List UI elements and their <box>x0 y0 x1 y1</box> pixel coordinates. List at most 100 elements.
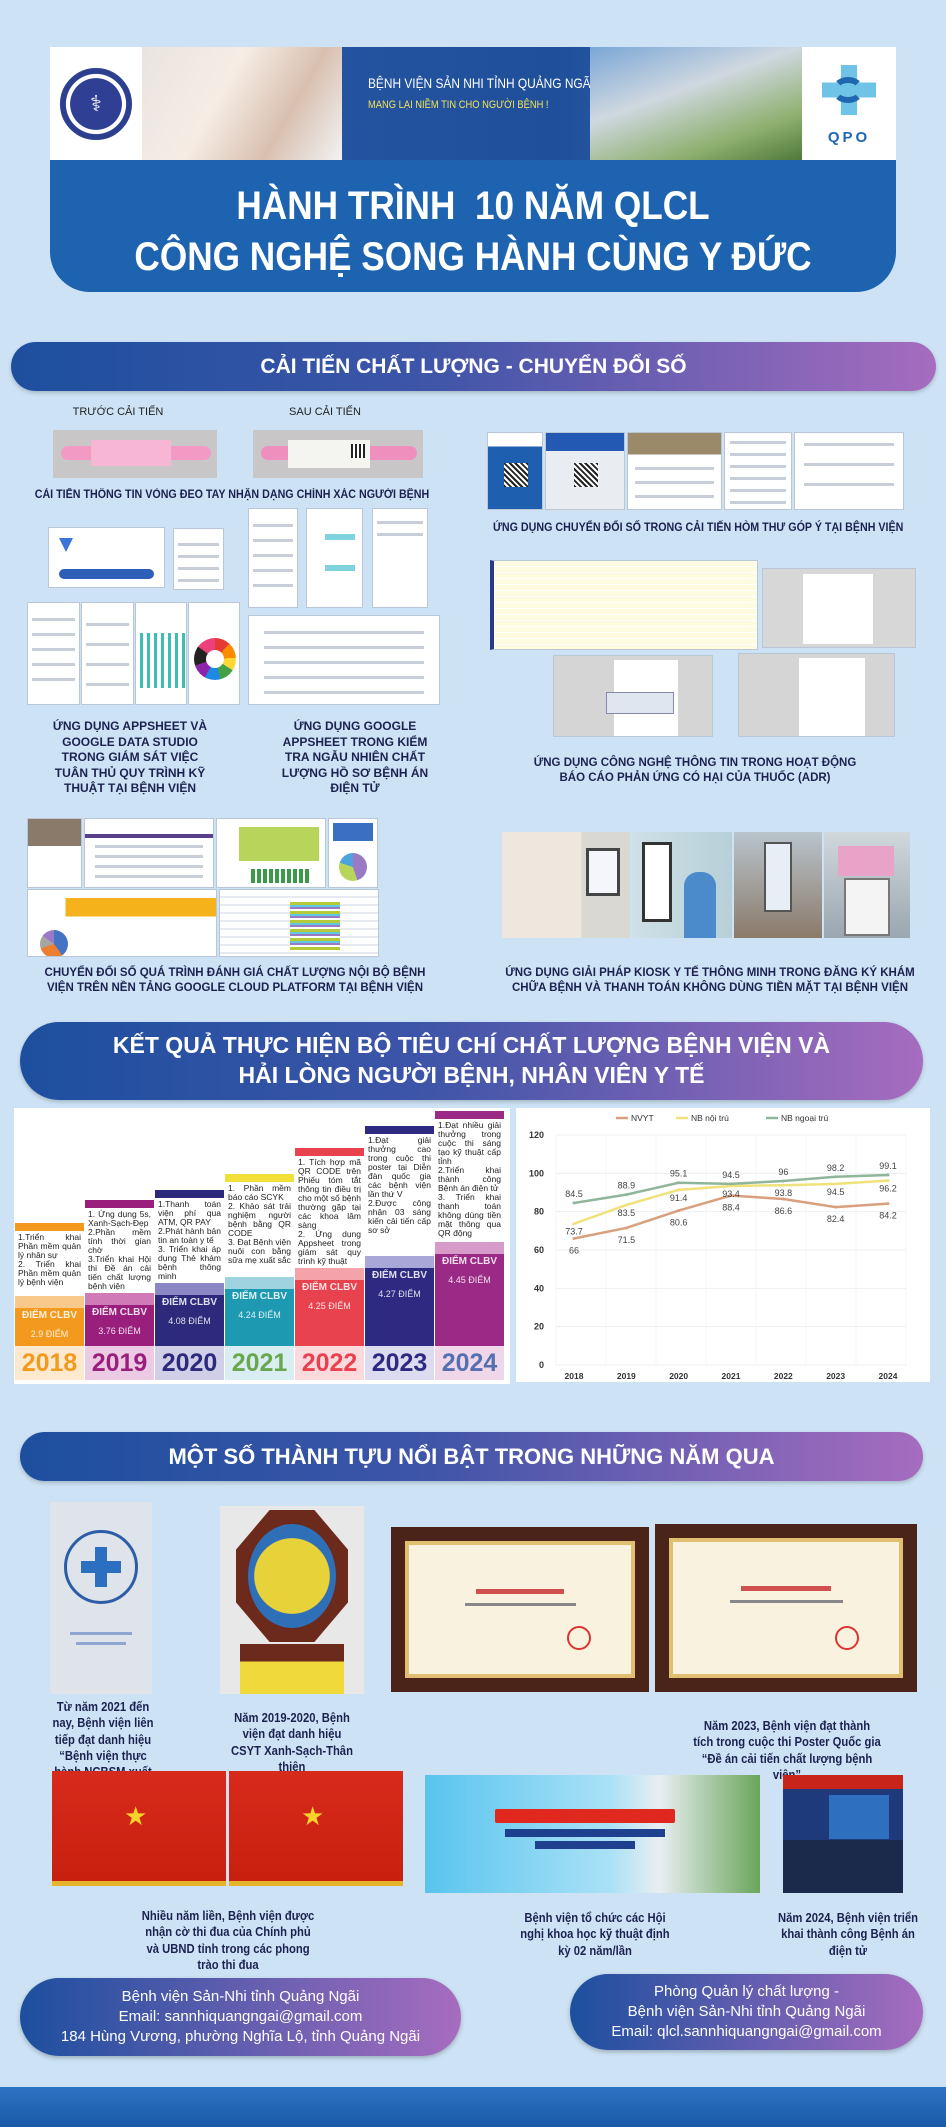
score-label: ĐIỂM CLBV <box>232 1291 287 1302</box>
timeline-score-box: ĐIỂM CLBV 4.45 ĐIỂM <box>435 1242 504 1346</box>
legend-entry: NVYT <box>631 1113 654 1123</box>
kiosk-photo-1 <box>502 832 630 938</box>
legend-entry: NB nội trú <box>691 1113 729 1123</box>
adr-spreadsheet-screenshot <box>490 560 758 650</box>
data-label: 94.5 <box>722 1170 740 1180</box>
timeline-milestones: 1.Triển khai Phần mềm quản lý nhân sự 2.… <box>15 1231 84 1296</box>
gcp-caption: CHUYỂN ĐỔI SỐ QUÁ TRÌNH ĐÁNH GIÁ CHẤT LƯ… <box>44 967 426 994</box>
x-tick-label: 2018 <box>565 1371 584 1381</box>
timeline-milestones: 1.Thanh toán viện phí qua ATM, QR PAY 2.… <box>155 1198 224 1283</box>
satisfaction-line-chart: 0 20 40 60 80 100 120 2018 2019 2020 2021 2022 2023 2… <box>529 1113 907 1381</box>
records-detail-screenshot <box>248 615 440 705</box>
score-value: 4.24 ĐIỂM <box>238 1310 281 1320</box>
hospital-building-photo <box>590 47 802 160</box>
timeline-bar <box>85 1200 154 1208</box>
score-label: ĐIỂM CLBV <box>302 1282 357 1293</box>
data-point <box>729 1182 733 1186</box>
data-label: 84.5 <box>565 1189 583 1199</box>
gcp-website-screenshot <box>27 818 82 888</box>
data-label: 93.8 <box>775 1188 793 1198</box>
data-label: 91.4 <box>670 1193 688 1203</box>
timeline-year-label: 2024 <box>435 1346 504 1380</box>
feedback-form-screenshot-3 <box>794 432 904 510</box>
y-tick-label: 20 <box>534 1322 544 1332</box>
section-heading-achievements: MỘT SỐ THÀNH TỰU NỔI BẬT TRONG NHỮNG NĂM… <box>20 1432 923 1481</box>
hospital-email[interactable]: Email: sannhiquangngai@gmail.com <box>118 2007 363 2025</box>
timeline-year-2022: 1. Tích hợp mã QR CODE trên Phiếu tóm tắ… <box>295 1108 364 1384</box>
score-label: ĐIỂM CLBV <box>92 1307 147 1318</box>
after-label: SAU CẢI TIẾN <box>289 406 361 418</box>
adr-dialog-screenshot <box>762 568 916 648</box>
section-heading-improvement: CẢI TIẾN CHẤT LƯỢNG - CHUYỂN ĐỔI SỐ <box>11 342 936 391</box>
hospital-name: BỆNH VIỆN SẢN NHI TỈNH QUẢNG NGÃI <box>368 75 594 91</box>
qpo-logo: QPO <box>802 47 896 160</box>
records-checklist-screenshot <box>248 508 298 608</box>
gcp-bar-charts-screenshot <box>219 889 379 957</box>
data-label: 86.6 <box>775 1206 793 1216</box>
appsheet-store-screenshot <box>48 527 165 588</box>
section-heading-results: KẾT QUẢ THỰC HIỆN BỘ TIÊU CHÍ CHẤT LƯỢNG… <box>20 1022 923 1100</box>
data-label: 88.9 <box>618 1181 636 1191</box>
timeline-bar <box>295 1148 364 1156</box>
kiosk-photo-3 <box>734 832 822 938</box>
data-point <box>572 1201 576 1205</box>
data-point <box>781 1197 785 1201</box>
timeline-year-2019: 1. Ứng dụng 5s, Xanh-Sạch-Đẹp 2.Phần mềm… <box>85 1108 154 1384</box>
data-point <box>886 1173 890 1177</box>
footer-band <box>0 2087 946 2127</box>
data-point <box>834 1205 838 1209</box>
satisfaction-chart: 0 20 40 60 80 100 120 2018 2019 2020 2021 2022 2023 2… <box>516 1108 930 1382</box>
section-heading-text: CẢI TIẾN CHẤT LƯỢNG - CHUYỂN ĐỔI SỐ <box>260 354 687 378</box>
kiosk-photo-4 <box>824 832 910 938</box>
green-clean-award-plaque-photo <box>220 1506 364 1694</box>
timeline-bar <box>225 1174 294 1182</box>
timeline-bar <box>155 1190 224 1198</box>
feedback-box-photo <box>487 432 543 510</box>
score-label: ĐIỂM CLBV <box>442 1256 497 1267</box>
score-label: ĐIỂM CLBV <box>372 1270 427 1281</box>
adr-report-screenshot-1 <box>553 655 713 737</box>
section-heading-text: MỘT SỐ THÀNH TỰU NỔI BẬT TRONG NHỮNG NĂM… <box>168 1443 775 1469</box>
data-point <box>624 1193 628 1197</box>
wristband-before-photo <box>53 430 217 478</box>
appsheet-phone-screenshot-2 <box>81 602 134 705</box>
data-point <box>624 1203 628 1207</box>
data-label: 66 <box>569 1246 579 1256</box>
qpo-logo-text: QPO <box>827 129 871 146</box>
legend-entry: NB ngoại trú <box>781 1113 829 1123</box>
timeline-year-label: 2020 <box>155 1346 224 1380</box>
score-value: 4.08 ĐIỂM <box>168 1316 211 1326</box>
wristband-caption: CẢI TIẾN THÔNG TIN VÒNG ĐEO TAY NHẬN DẠN… <box>34 489 430 501</box>
electronic-medical-record-launch-photo <box>783 1775 903 1893</box>
data-point <box>886 1202 890 1206</box>
data-point <box>781 1179 785 1183</box>
timeline-milestones: 1. Phần mềm báo cáo SCYK 2. Khảo sát trả… <box>225 1182 294 1277</box>
data-point <box>834 1175 838 1179</box>
x-tick-label: 2023 <box>826 1371 845 1381</box>
data-label: 73.7 <box>565 1227 583 1237</box>
y-tick-label: 60 <box>534 1245 544 1255</box>
data-point <box>677 1209 681 1213</box>
timeline-year-label: 2023 <box>365 1346 434 1380</box>
records-caption: ỨNG DỤNG GOOGLE APPSHEET TRONG KIỂM TRA … <box>281 719 429 796</box>
appsheet-caption: ỨNG DỤNG APPSHEET VÀ GOOGLE DATA STUDIO … <box>52 719 208 796</box>
quality-department-contact-card: Phòng Quản lý chất lượng - Bệnh viện Sản… <box>570 1974 923 2050</box>
data-label: 96 <box>778 1167 788 1177</box>
hospital-address: 184 Hùng Vương, phường Nghĩa Lộ, tỉnh Qu… <box>60 2028 421 2046</box>
score-label: ĐIỂM CLBV <box>162 1297 217 1308</box>
timeline-bar <box>15 1223 84 1231</box>
data-label: 93.4 <box>722 1189 740 1199</box>
appsheet-phone-screenshot-1 <box>27 602 80 705</box>
data-label: 80.6 <box>670 1218 688 1228</box>
timeline-year-2021: 1. Phần mềm báo cáo SCYK 2. Khảo sát trả… <box>225 1108 294 1384</box>
achievement-caption-6: Năm 2024, Bệnh viện triển khai thành côn… <box>777 1911 919 1958</box>
timeline-year-label: 2021 <box>225 1346 294 1380</box>
data-label: 71.5 <box>618 1235 636 1245</box>
achievement-caption-3: Năm 2023, Bệnh viện đạt thành tích trong… <box>693 1719 881 1782</box>
gcp-dashboard-screenshot-1 <box>216 818 326 888</box>
department-email[interactable]: Email: qlcl.sannhiquangngai@gmail.com <box>611 2023 882 2041</box>
government-emulation-flag-photo: ★ <box>52 1771 226 1886</box>
ministry-of-health-logo: ⚕ <box>50 47 142 160</box>
feedback-caption: ỨNG DỤNG CHUYỂN ĐỔI SỐ TRONG CẢI TIẾN HÒ… <box>493 522 904 534</box>
data-label: 83.5 <box>618 1208 636 1218</box>
